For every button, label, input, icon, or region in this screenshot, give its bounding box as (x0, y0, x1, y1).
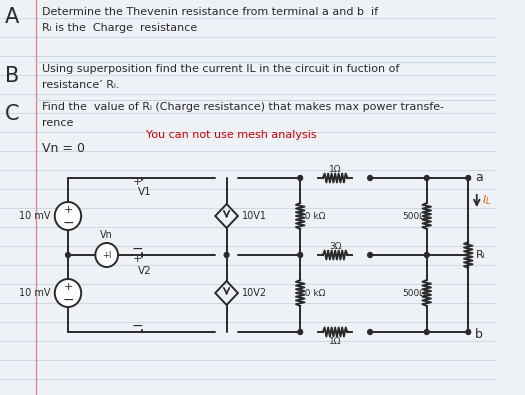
Text: rence: rence (41, 118, 73, 128)
Text: 3Ω: 3Ω (329, 241, 341, 250)
Text: 10 kΩ: 10 kΩ (299, 211, 326, 220)
Circle shape (96, 243, 118, 267)
Text: −: − (132, 319, 144, 333)
Text: 10 mV: 10 mV (19, 288, 51, 298)
Circle shape (466, 329, 470, 335)
Text: C: C (5, 104, 19, 124)
Text: +: + (133, 177, 142, 187)
Text: Vn = 0: Vn = 0 (41, 142, 85, 155)
Text: V2: V2 (138, 266, 151, 276)
Circle shape (55, 202, 81, 230)
Text: B: B (5, 66, 19, 86)
Text: +I: +I (102, 250, 111, 260)
Circle shape (66, 252, 70, 258)
Text: Determine the Thevenin resistance from terminal a and b  if: Determine the Thevenin resistance from t… (41, 7, 377, 17)
Circle shape (368, 329, 372, 335)
Text: resistance’ Rₗ.: resistance’ Rₗ. (41, 80, 119, 90)
Circle shape (368, 252, 372, 258)
Text: −: − (132, 242, 144, 256)
Text: $I_L$: $I_L$ (482, 193, 491, 207)
Text: 10V2: 10V2 (242, 288, 267, 298)
Text: 10V1: 10V1 (242, 211, 267, 221)
Circle shape (424, 252, 429, 258)
Circle shape (298, 175, 302, 181)
Text: You can not use mesh analysis: You can not use mesh analysis (146, 130, 317, 140)
Text: 1Ω: 1Ω (329, 337, 341, 346)
Text: A: A (5, 7, 19, 27)
Text: b: b (475, 327, 483, 340)
Text: 500Ω: 500Ω (403, 211, 426, 220)
Text: Rₗ: Rₗ (476, 250, 485, 260)
Circle shape (55, 279, 81, 307)
Text: +: + (64, 282, 72, 292)
Text: a: a (475, 171, 482, 184)
Circle shape (424, 329, 429, 335)
Text: +: + (133, 254, 142, 264)
Circle shape (298, 329, 302, 335)
Text: 500Ω: 500Ω (403, 288, 426, 297)
Text: 10 mV: 10 mV (19, 211, 51, 221)
Text: 1Ω: 1Ω (329, 164, 341, 173)
Text: Using superposition find the current IL in the circuit in fuction of: Using superposition find the current IL … (41, 64, 399, 74)
Circle shape (224, 252, 229, 258)
Text: Find the  value of Rₗ (Charge resistance) that makes max power transfe-: Find the value of Rₗ (Charge resistance)… (41, 102, 444, 112)
Text: 10 kΩ: 10 kΩ (299, 288, 326, 297)
Text: Rₗ is the  Charge  resistance: Rₗ is the Charge resistance (41, 23, 197, 33)
Text: Vn: Vn (100, 230, 113, 240)
Circle shape (298, 252, 302, 258)
Text: V1: V1 (138, 187, 151, 197)
Text: +: + (64, 205, 72, 215)
Circle shape (368, 175, 372, 181)
Circle shape (424, 175, 429, 181)
Text: −: − (62, 216, 74, 230)
Circle shape (466, 175, 470, 181)
Text: −: − (62, 293, 74, 307)
